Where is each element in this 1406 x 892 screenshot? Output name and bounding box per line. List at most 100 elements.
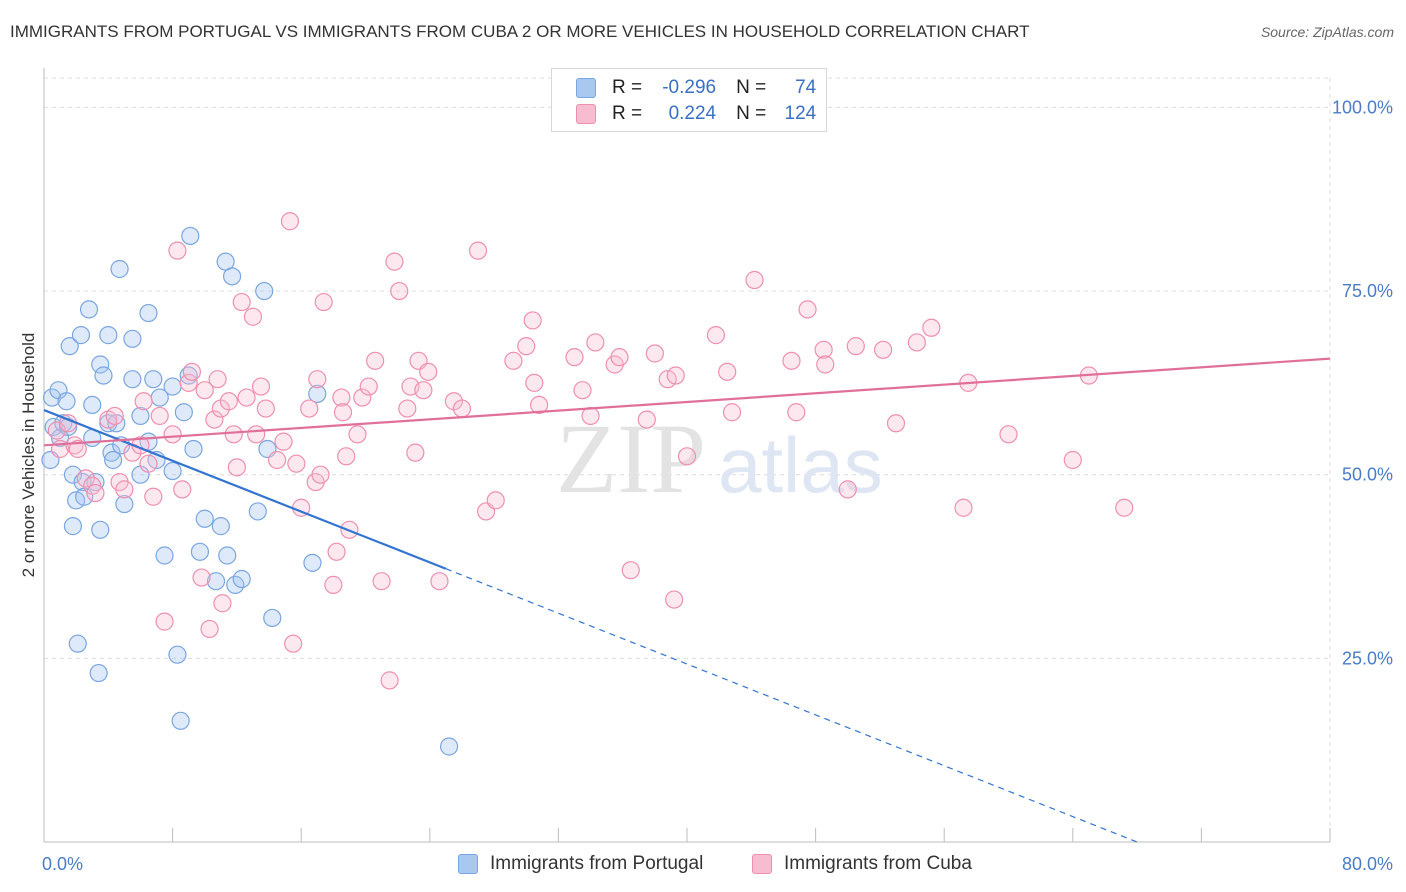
point-portugal	[218, 546, 237, 565]
y-axis-label: 2 or more Vehicles in Household	[19, 333, 38, 578]
data-points	[41, 212, 1134, 756]
point-cuba	[610, 348, 629, 367]
point-cuba	[139, 454, 158, 473]
r-label: R =	[612, 103, 643, 124]
tick-labels: 25.0% 50.0% 75.0% 100.0% 0.0% 80.0%	[42, 97, 1393, 874]
point-cuba	[666, 366, 685, 385]
point-portugal	[91, 520, 110, 539]
point-cuba	[530, 395, 549, 415]
point-portugal	[42, 388, 62, 407]
point-portugal	[232, 569, 251, 589]
point-portugal	[71, 326, 91, 345]
trend-lines	[43, 357, 1331, 843]
point-cuba	[287, 454, 306, 473]
point-cuba	[380, 671, 399, 690]
point-portugal	[123, 370, 142, 389]
n-label: N =	[736, 103, 767, 124]
point-portugal	[115, 494, 134, 514]
point-cuba	[581, 406, 600, 426]
point-cuba	[677, 447, 697, 466]
point-cuba	[621, 561, 640, 580]
point-cuba	[179, 373, 198, 392]
legend-label-cuba: Immigrants from Cuba	[784, 853, 972, 874]
point-cuba	[366, 351, 385, 370]
point-portugal	[303, 553, 322, 572]
trend-line-portugal	[43, 409, 447, 570]
n-label: N =	[736, 77, 767, 98]
point-portugal	[195, 509, 214, 528]
point-cuba	[76, 469, 95, 488]
point-cuba	[954, 498, 973, 517]
r-value: -0.296	[662, 77, 717, 98]
point-portugal	[184, 439, 203, 459]
point-cuba	[237, 388, 256, 407]
point-cuba	[523, 311, 542, 330]
point-cuba	[86, 483, 105, 503]
point-cuba	[182, 362, 201, 381]
point-cuba	[267, 450, 287, 470]
legend-item-cuba[interactable]: Immigrants from Cuba	[752, 851, 972, 877]
chart-title: IMMIGRANTS FROM PORTUGAL VS IMMIGRANTS F…	[10, 22, 1030, 41]
point-cuba	[105, 406, 124, 426]
point-portugal	[263, 608, 282, 628]
point-cuba	[150, 406, 169, 426]
point-portugal	[181, 226, 200, 246]
point-portugal	[171, 711, 190, 730]
legend-item-portugal[interactable]: Immigrants from Portugal	[458, 851, 703, 877]
point-portugal	[206, 572, 226, 591]
point-cuba	[311, 465, 330, 484]
cuba-swatch	[576, 104, 596, 124]
point-cuba	[504, 351, 523, 370]
point-portugal	[155, 546, 174, 565]
point-cuba	[247, 425, 266, 444]
point-portugal	[63, 517, 83, 536]
point-cuba	[406, 443, 425, 462]
point-portugal	[163, 461, 182, 481]
point-cuba	[300, 399, 319, 418]
point-cuba	[645, 344, 664, 363]
point-cuba	[390, 281, 409, 301]
point-cuba	[337, 447, 356, 466]
point-portugal	[168, 645, 187, 664]
point-cuba	[430, 572, 449, 591]
point-cuba	[886, 414, 906, 433]
x-tick-label: 0.0%	[42, 854, 83, 874]
point-cuba	[134, 392, 153, 411]
legend-label-portugal: Immigrants from Portugal	[490, 853, 704, 874]
point-cuba	[348, 425, 367, 444]
point-cuba	[155, 612, 174, 631]
point-cuba	[385, 252, 404, 271]
stats-legend: R = -0.296 N = 74 R = 0.224 N = 124	[551, 68, 827, 132]
y-tick-label: 100.0%	[1332, 97, 1393, 117]
point-portugal	[163, 377, 182, 396]
point-cuba	[68, 439, 87, 459]
point-cuba	[414, 381, 433, 400]
point-cuba	[846, 337, 865, 356]
point-portugal	[68, 634, 87, 653]
point-cuba	[332, 388, 351, 407]
point-cuba	[353, 388, 372, 407]
trend-line-cuba	[43, 357, 1331, 447]
y-tick-label: 75.0%	[1342, 281, 1393, 301]
point-cuba	[722, 403, 742, 422]
point-portugal	[57, 392, 76, 411]
point-portugal	[255, 281, 274, 301]
point-cuba	[200, 619, 219, 639]
point-cuba	[814, 340, 833, 359]
point-cuba	[637, 410, 656, 429]
watermark-zip: ZIP	[556, 403, 706, 514]
point-cuba	[163, 425, 182, 444]
point-cuba	[227, 458, 246, 477]
point-portugal	[60, 337, 79, 356]
point-cuba	[486, 491, 505, 510]
point-cuba	[816, 355, 835, 374]
point-portugal	[211, 517, 230, 536]
point-portugal	[248, 502, 267, 521]
point-cuba	[274, 432, 293, 451]
point-cuba	[256, 399, 275, 418]
n-value: 74	[795, 77, 817, 98]
point-cuba	[280, 212, 300, 231]
r-value: 0.224	[668, 103, 717, 124]
y-tick-label: 25.0%	[1342, 648, 1393, 668]
